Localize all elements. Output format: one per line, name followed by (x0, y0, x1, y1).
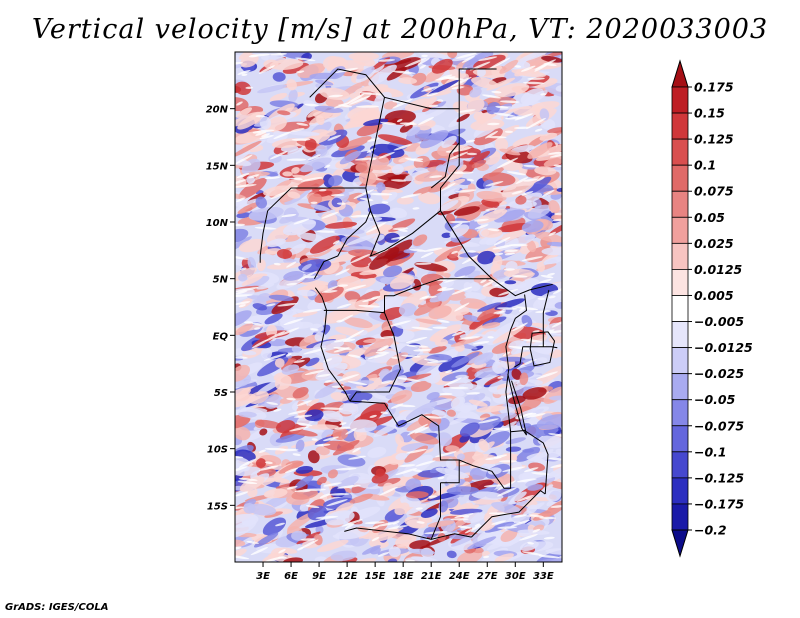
colorbar-label: −0.0125 (694, 340, 753, 355)
colorbar-bin (671, 216, 689, 244)
colorbar-label: 0.0125 (694, 262, 743, 277)
x-tick-label: 12E (337, 571, 358, 582)
colorbar-bin (671, 503, 689, 531)
x-tick-label: 33E (533, 571, 554, 582)
colorbar-bin (671, 190, 689, 218)
colorbar-label: −0.175 (694, 496, 744, 511)
colorbar-bin (671, 347, 689, 375)
colorbar-bin (671, 399, 689, 427)
x-tick-label: 15E (365, 571, 386, 582)
colorbar-bin (671, 86, 689, 114)
colorbar-label: 0.15 (694, 106, 725, 121)
x-tick-label: 27E (477, 571, 498, 582)
y-tick-label: 20N (206, 105, 229, 116)
x-axis: 3E 6E 9E 12E 15E 18E 21E 24E 27E 30E 33E (256, 562, 554, 582)
colorbar-label: −0.2 (694, 523, 727, 538)
colorbar-bin (671, 112, 689, 140)
colorbar: 0.175 0.15 0.125 0.1 0.075 0.05 0.025 0.0125 0.0… (671, 59, 753, 558)
colorbar-label: −0.075 (694, 418, 744, 433)
x-tick-label: 18E (393, 571, 414, 582)
colorbar-label: 0.025 (694, 236, 734, 251)
colorbar-label: 0.1 (694, 158, 716, 173)
colorbar-arrow-bottom (671, 529, 689, 558)
colorbar-bin (671, 295, 689, 322)
colorbar-bin (671, 269, 689, 296)
colorbar-label: −0.125 (694, 470, 744, 485)
colorbar-bin (671, 451, 689, 479)
colorbar-label: 0.175 (694, 80, 734, 95)
colorbar-arrow-top (671, 59, 689, 88)
x-tick-label: 3E (256, 571, 270, 582)
y-tick-label: 15S (207, 501, 228, 512)
y-tick-label: EQ (213, 331, 229, 342)
colorbar-label: 0.005 (694, 288, 734, 303)
colorbar-label: −0.1 (694, 444, 727, 459)
x-tick-label: 30E (505, 571, 526, 582)
y-tick-label: 10N (206, 218, 229, 229)
map-frame (234, 51, 563, 563)
chart-title: Vertical velocity [m/s] at 200hPa, VT: 2… (31, 14, 769, 45)
colorbar-label: 0.125 (694, 132, 734, 147)
y-tick-label: 15N (206, 161, 229, 172)
colorbar-label: −0.025 (694, 366, 744, 381)
velocity-field (235, 52, 562, 562)
y-axis: 20N 15N 10N 5N EQ 5S 10S 15S (206, 105, 235, 512)
x-tick-label: 24E (449, 571, 470, 582)
y-tick-label: 5N (213, 275, 229, 286)
x-tick-label: 6E (284, 571, 298, 582)
grads-credit: GrADS: IGES/COLA (5, 602, 109, 613)
colorbar-bin (671, 164, 689, 192)
colorbar-label: 0.075 (694, 184, 734, 199)
colorbar-bin (671, 242, 689, 270)
colorbar-label: −0.005 (694, 314, 744, 329)
x-tick-label: 9E (312, 571, 326, 582)
colorbar-label: −0.05 (694, 392, 736, 407)
colorbar-bin (671, 477, 689, 505)
colorbar-bin (671, 425, 689, 453)
country-borders (259, 68, 558, 540)
colorbar-bin (671, 321, 689, 348)
colorbar-bin (671, 138, 689, 166)
y-tick-label: 10S (207, 445, 228, 456)
colorbar-bin (671, 373, 689, 401)
x-tick-label: 21E (421, 571, 442, 582)
y-tick-label: 5S (214, 388, 228, 399)
colorbar-label: 0.05 (694, 210, 725, 225)
